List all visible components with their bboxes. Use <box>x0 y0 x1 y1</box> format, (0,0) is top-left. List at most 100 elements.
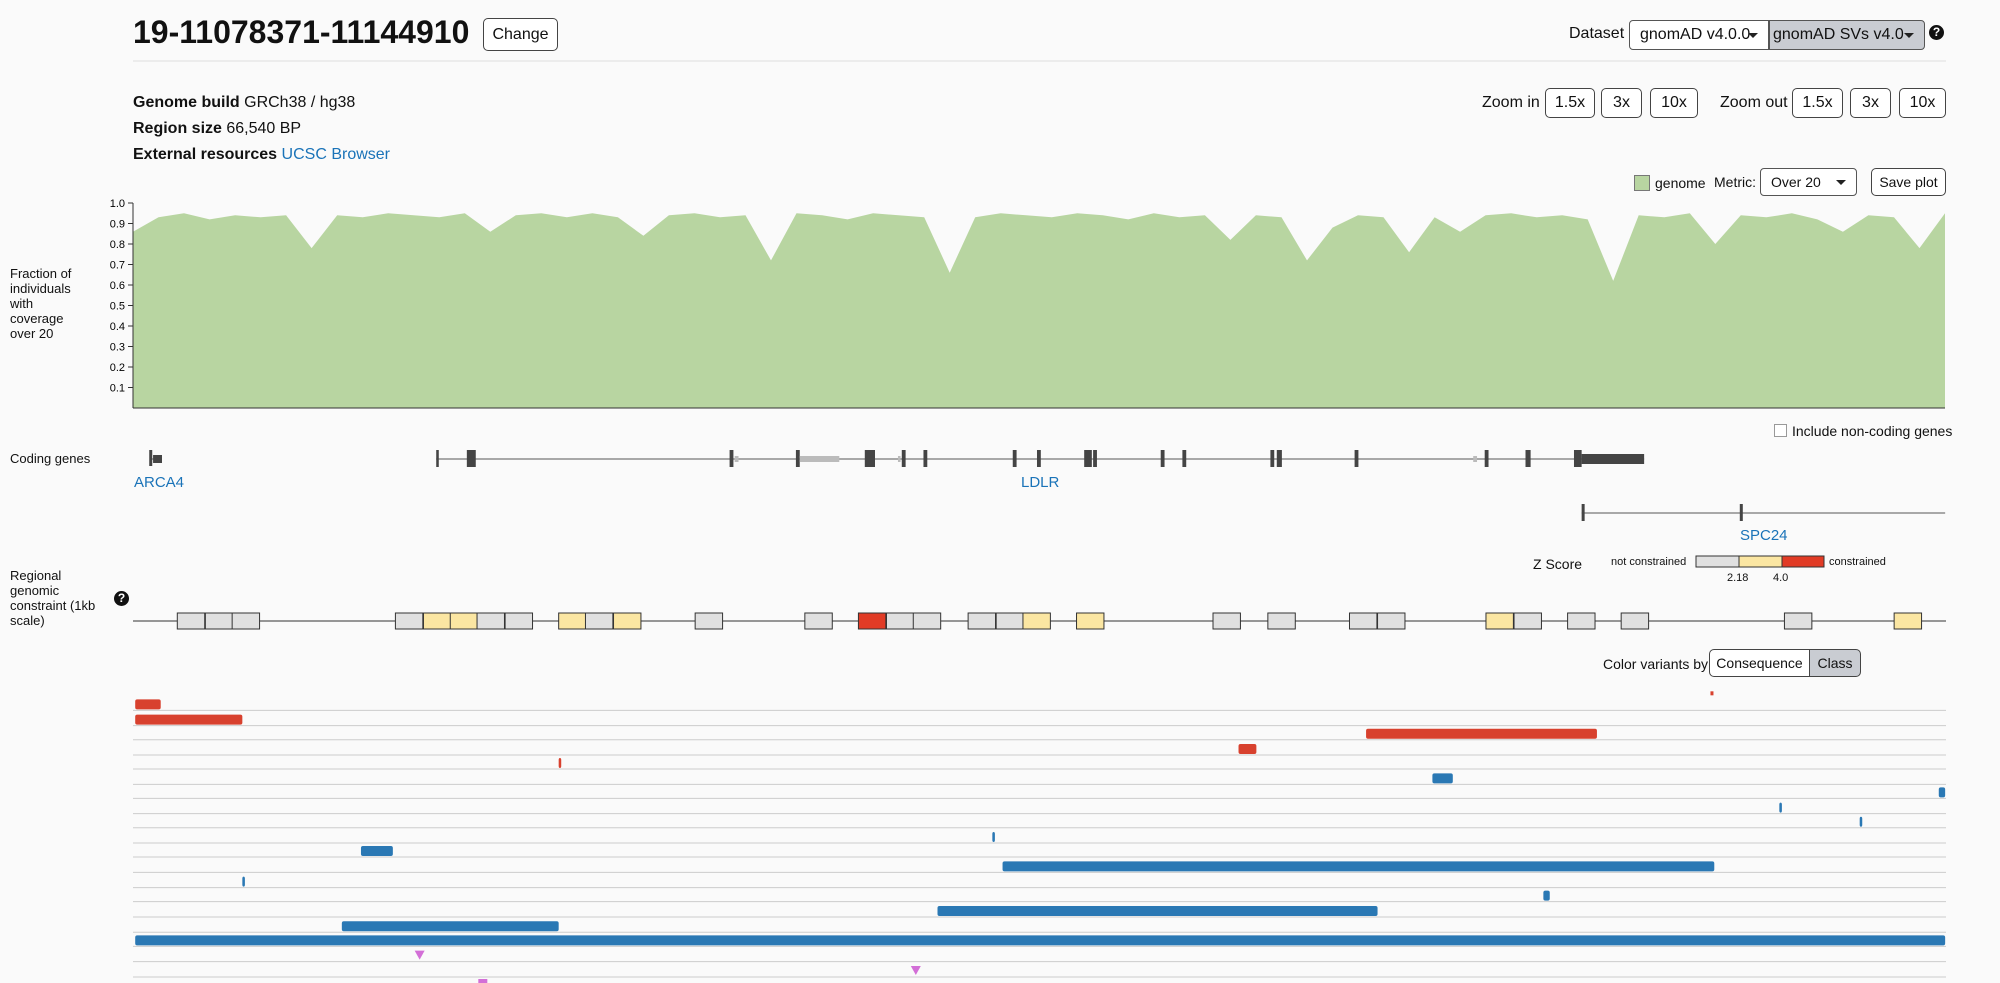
utr <box>734 456 739 462</box>
constraint-region <box>176 612 206 630</box>
gene-name[interactable]: ARCA4 <box>134 474 185 491</box>
y-tick-label: 0.9 <box>110 219 125 231</box>
y-tick-label: 0.5 <box>110 301 125 313</box>
zscore-high-label: constrained <box>1829 556 1886 568</box>
structural-variant <box>135 714 243 725</box>
zoom-in-label: Zoom in <box>1482 94 1540 111</box>
metric-label: Metric: <box>1714 174 1756 190</box>
y-tick-label: 0.4 <box>110 321 125 333</box>
exon <box>1036 450 1041 467</box>
save-plot-button[interactable]: Save plot <box>1871 168 1946 196</box>
constraint-region <box>885 612 915 630</box>
constraint-region <box>1022 612 1051 630</box>
constraint-region <box>1567 612 1596 630</box>
dataset-select[interactable]: gnomAD v4.0.0 <box>1629 20 1769 50</box>
zscore-threshold: 4.0 <box>1773 572 1789 584</box>
exon <box>153 455 162 463</box>
change-button[interactable]: Change <box>483 18 558 51</box>
legend-grey <box>1695 555 1740 568</box>
constraint-region <box>1485 612 1514 630</box>
exon <box>864 450 875 467</box>
exon <box>1354 450 1359 467</box>
y-tick-label: 0.6 <box>110 280 125 292</box>
constraint-region <box>449 612 479 630</box>
constraint-region <box>422 612 452 630</box>
exon <box>1581 504 1585 521</box>
y-tick-label: 0.3 <box>110 342 125 354</box>
exon <box>795 450 800 467</box>
noncoding-checkbox[interactable] <box>1774 424 1787 437</box>
constraint-region <box>804 612 833 630</box>
insertion-marker <box>414 950 425 960</box>
zoom-out-button[interactable]: 3x <box>1850 88 1891 118</box>
info-label: Region size <box>133 120 222 137</box>
external-resources: External resources UCSC Browser <box>133 146 390 164</box>
zoom-out-button[interactable]: 1.5x <box>1792 88 1843 118</box>
structural-variant <box>360 846 393 857</box>
y-tick-label: 0.7 <box>110 260 125 272</box>
coverage-axis-label: Fraction of individuals with coverage ov… <box>10 266 72 341</box>
zoom-in-button[interactable]: 1.5x <box>1545 88 1595 118</box>
constraint-region <box>857 612 887 630</box>
structural-variant <box>1779 802 1782 813</box>
metric-select[interactable]: Over 20 <box>1760 168 1857 196</box>
help-icon[interactable]: ? <box>114 591 129 606</box>
help-icon[interactable]: ? <box>1929 25 1944 40</box>
sv-dataset-select[interactable]: gnomAD SVs v4.0 <box>1769 20 1925 50</box>
utr <box>1581 454 1645 464</box>
region-title: 19-11078371-11144910 <box>133 14 470 50</box>
color-by-label: Color variants by <box>1603 656 1709 672</box>
zoom-in-button[interactable]: 10x <box>1650 88 1698 118</box>
exon <box>1182 450 1187 467</box>
exon <box>1084 450 1092 467</box>
exon <box>1160 450 1165 467</box>
exon <box>149 450 153 466</box>
consequence-button[interactable]: Consequence <box>1709 649 1810 677</box>
constraint-region <box>1267 612 1296 630</box>
constraint-track-label: Regional genomic constraint (1kb scale) <box>10 568 96 628</box>
constraint-region <box>1377 612 1406 630</box>
structural-variant <box>1543 890 1550 901</box>
exon <box>1093 450 1097 467</box>
constraint-region <box>476 612 505 630</box>
gene-name[interactable]: LDLR <box>1021 474 1060 491</box>
constraint-region <box>613 612 642 630</box>
structural-variant <box>558 758 562 769</box>
zscore-threshold: 2.18 <box>1727 572 1749 584</box>
constraint-region <box>1513 612 1542 630</box>
utr <box>897 456 901 462</box>
structural-variant <box>937 905 1378 916</box>
exon <box>1012 450 1017 467</box>
exon <box>923 450 928 467</box>
gene-name[interactable]: SPC24 <box>1740 527 1788 544</box>
structural-variant <box>478 979 488 983</box>
y-tick-label: 0.1 <box>110 383 125 395</box>
y-tick-label: 1.0 <box>110 198 125 210</box>
dataset-label: Dataset <box>1569 25 1625 42</box>
genes-track-label: Coding genes <box>10 451 91 466</box>
y-tick-label: 0.2 <box>110 362 125 374</box>
structural-variant <box>1238 744 1257 754</box>
structural-variant <box>1366 728 1597 739</box>
coverage-area <box>133 213 1945 408</box>
constraint-region <box>1893 612 1923 630</box>
noncoding-label: Include non-coding genes <box>1792 423 1953 439</box>
class-button[interactable]: Class <box>1809 649 1861 677</box>
legend-yellow <box>1738 555 1783 568</box>
genome-build: Genome build GRCh38 / hg38 <box>133 94 355 112</box>
y-tick-label: 0.8 <box>110 239 125 251</box>
info-label: External resources <box>133 146 278 163</box>
exon <box>466 450 476 467</box>
region-size: Region size 66,540 BP <box>133 120 301 138</box>
structural-variant <box>1002 861 1715 872</box>
exon <box>901 450 906 467</box>
constraint-region <box>558 612 587 630</box>
zoom-in-button[interactable]: 3x <box>1601 88 1642 118</box>
structural-variant <box>1859 816 1863 827</box>
ucsc-link[interactable]: UCSC Browser <box>281 146 390 163</box>
legend-swatch <box>1634 175 1650 191</box>
legend-label: genome <box>1655 175 1706 191</box>
info-value: GRCh38 / hg38 <box>244 94 356 111</box>
zoom-out-button[interactable]: 10x <box>1899 88 1946 118</box>
